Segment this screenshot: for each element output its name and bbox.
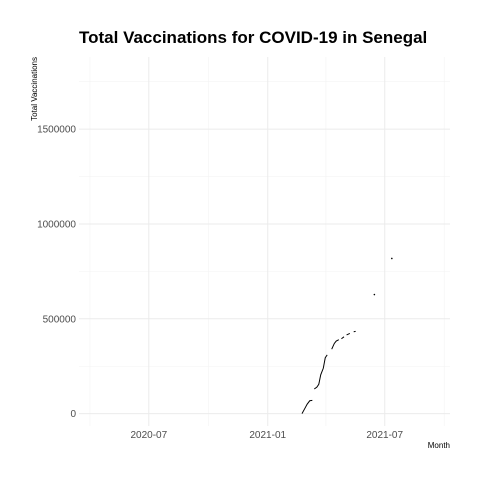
y-tick-label: 1500000: [37, 125, 76, 136]
x-axis-title: Month: [428, 441, 450, 450]
series-line-segment: [341, 336, 345, 340]
y-axis-title: Total Vaccinations: [30, 57, 39, 121]
tick-labels: 0 500000 1000000 1500000 2020-07 2021-01 2021-…: [37, 125, 403, 441]
x-tick-label: 2021-07: [366, 430, 403, 441]
series-line-segment: [313, 354, 328, 390]
y-tick-label: 500000: [43, 314, 77, 325]
minor-gridlines: [79, 57, 450, 426]
major-gridlines: [79, 57, 450, 426]
vaccination-series: [301, 257, 393, 414]
y-tick-label: 0: [70, 409, 76, 420]
series-line-segment: [301, 399, 313, 414]
x-tick-label: 2020-07: [130, 430, 167, 441]
series-point: [391, 257, 393, 260]
y-tick-label: 1000000: [37, 219, 76, 230]
x-tick-label: 2021-01: [249, 430, 286, 441]
chart-title: Total Vaccinations for COVID-19 in Seneg…: [79, 28, 427, 47]
series-point: [373, 293, 376, 296]
series-line-segment: [346, 332, 351, 336]
series-line-segment: [331, 339, 340, 350]
